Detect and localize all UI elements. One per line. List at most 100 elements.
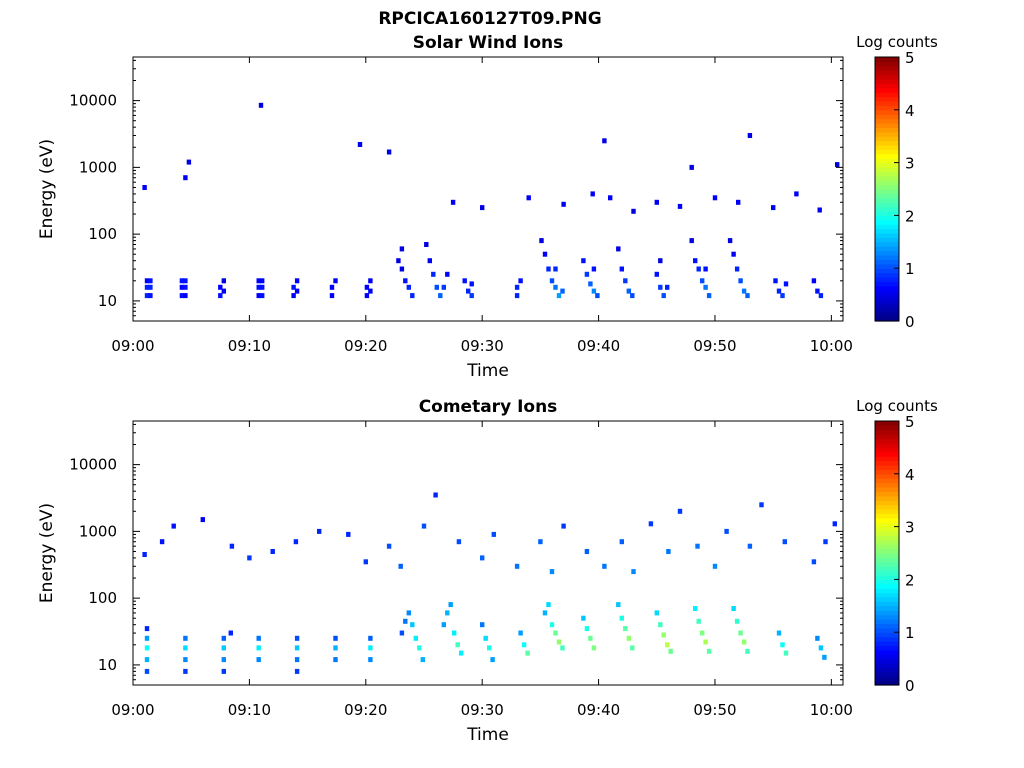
colorbar-segment	[875, 663, 899, 668]
heatmap-cell	[693, 606, 698, 611]
colorbar-tick-label: 0	[905, 677, 915, 695]
colorbar-segment	[875, 535, 899, 541]
colorbar-segment	[875, 566, 899, 572]
heatmap-cell	[434, 284, 439, 290]
heatmap-cell	[818, 645, 824, 651]
colorbar-segment	[875, 539, 899, 545]
heatmap-cell	[171, 523, 176, 529]
heatmap-cell	[783, 281, 789, 287]
colorbar-segment	[875, 632, 899, 638]
x-tick-label: 09:20	[344, 701, 387, 719]
colorbar-segment	[875, 614, 899, 620]
heatmap-cell	[469, 281, 474, 287]
heatmap-cell	[553, 266, 558, 272]
heatmap-cell	[410, 293, 415, 299]
colorbar-segment	[875, 259, 899, 265]
heatmap-cell	[712, 563, 718, 569]
heatmap-cell	[738, 630, 743, 636]
heatmap-cell	[221, 635, 226, 641]
heatmap-cell	[329, 284, 335, 290]
heatmap-cell	[776, 288, 782, 294]
colorbar-label: Log counts	[856, 397, 938, 415]
heatmap-cell	[445, 271, 450, 277]
heatmap-cell	[745, 293, 750, 299]
heatmap-cell	[581, 258, 586, 264]
heatmap-cell	[291, 293, 296, 299]
heatmap-cell	[221, 288, 226, 294]
heatmap-cell	[514, 563, 520, 569]
colorbar-segment	[875, 438, 899, 444]
heatmap-cell	[148, 278, 153, 284]
colorbar-tick-label: 1	[905, 260, 915, 278]
x-tick-label: 09:40	[577, 337, 620, 355]
heatmap-cell	[619, 266, 624, 272]
heatmap-cell	[591, 288, 597, 294]
heatmap-cell	[441, 284, 446, 290]
heatmap-cell	[294, 635, 300, 641]
heatmap-cell	[229, 543, 235, 549]
colorbar-segment	[875, 553, 899, 558]
heatmap-cell	[183, 668, 188, 674]
heatmap-cell	[588, 281, 593, 287]
heatmap-cell	[144, 645, 150, 651]
y-axis-label: Energy (eV)	[37, 503, 57, 603]
heatmap-cell	[406, 284, 411, 290]
colorbar-segment	[875, 285, 899, 291]
heatmap-cell	[538, 539, 543, 545]
colorbar-segment	[875, 246, 899, 252]
colorbar-segment	[875, 290, 899, 296]
heatmap-cell	[179, 278, 185, 284]
heatmap-cell	[144, 668, 150, 674]
heatmap-cell	[368, 635, 373, 641]
colorbar-segment	[875, 162, 899, 168]
heatmap-cell	[452, 630, 457, 636]
heatmap-cell	[364, 284, 370, 290]
heatmap-cell	[832, 521, 837, 527]
colorbar-segment	[875, 465, 899, 470]
heatmap-cell	[183, 175, 188, 181]
heatmap-cell	[526, 195, 531, 201]
heatmap-cell	[584, 549, 590, 554]
heatmap-cell	[553, 630, 558, 636]
heatmap-cell	[363, 559, 368, 565]
colorbar-segment	[875, 171, 899, 177]
heatmap-cell	[815, 288, 820, 294]
heatmap-cell	[695, 543, 700, 549]
colorbar-segment	[875, 57, 899, 62]
heatmap-cell	[218, 284, 223, 290]
heatmap-cell	[469, 293, 474, 299]
heatmap-cell	[144, 284, 150, 290]
colorbar-segment	[875, 316, 899, 322]
colorbar-segment	[875, 460, 899, 466]
y-tick-label: 100	[88, 589, 117, 607]
colorbar-segment	[875, 219, 899, 225]
heatmap-cell	[546, 266, 551, 272]
colorbar-segment	[875, 645, 899, 651]
colorbar-segment	[875, 658, 899, 664]
colorbar-frame	[874, 420, 900, 686]
x-tick-label: 09:10	[228, 337, 271, 355]
heatmap-cell	[780, 642, 785, 648]
heatmap-cell	[144, 293, 150, 299]
heatmap-cell	[666, 549, 671, 554]
y-tick-label: 10	[98, 656, 117, 674]
colorbar-segment	[875, 184, 899, 190]
heatmap-cell	[183, 657, 188, 663]
heatmap-cell	[823, 539, 828, 545]
heatmap-cell	[480, 622, 485, 628]
heatmap-cell	[413, 635, 418, 641]
heatmap-cell	[258, 102, 264, 108]
heatmap-cell	[417, 645, 422, 651]
heatmap-cell	[333, 278, 338, 284]
heatmap-cell	[689, 238, 694, 244]
x-tick-label: 09:50	[693, 701, 736, 719]
x-tick-label: 09:30	[461, 337, 504, 355]
colorbar-segment	[875, 654, 899, 660]
heatmap-cell	[654, 271, 659, 277]
colorbar-segment	[875, 101, 899, 106]
heatmap-cell	[703, 639, 708, 645]
colorbar-segment	[875, 189, 899, 194]
heatmap-cell	[556, 293, 562, 299]
colorbar-segment	[875, 636, 899, 642]
